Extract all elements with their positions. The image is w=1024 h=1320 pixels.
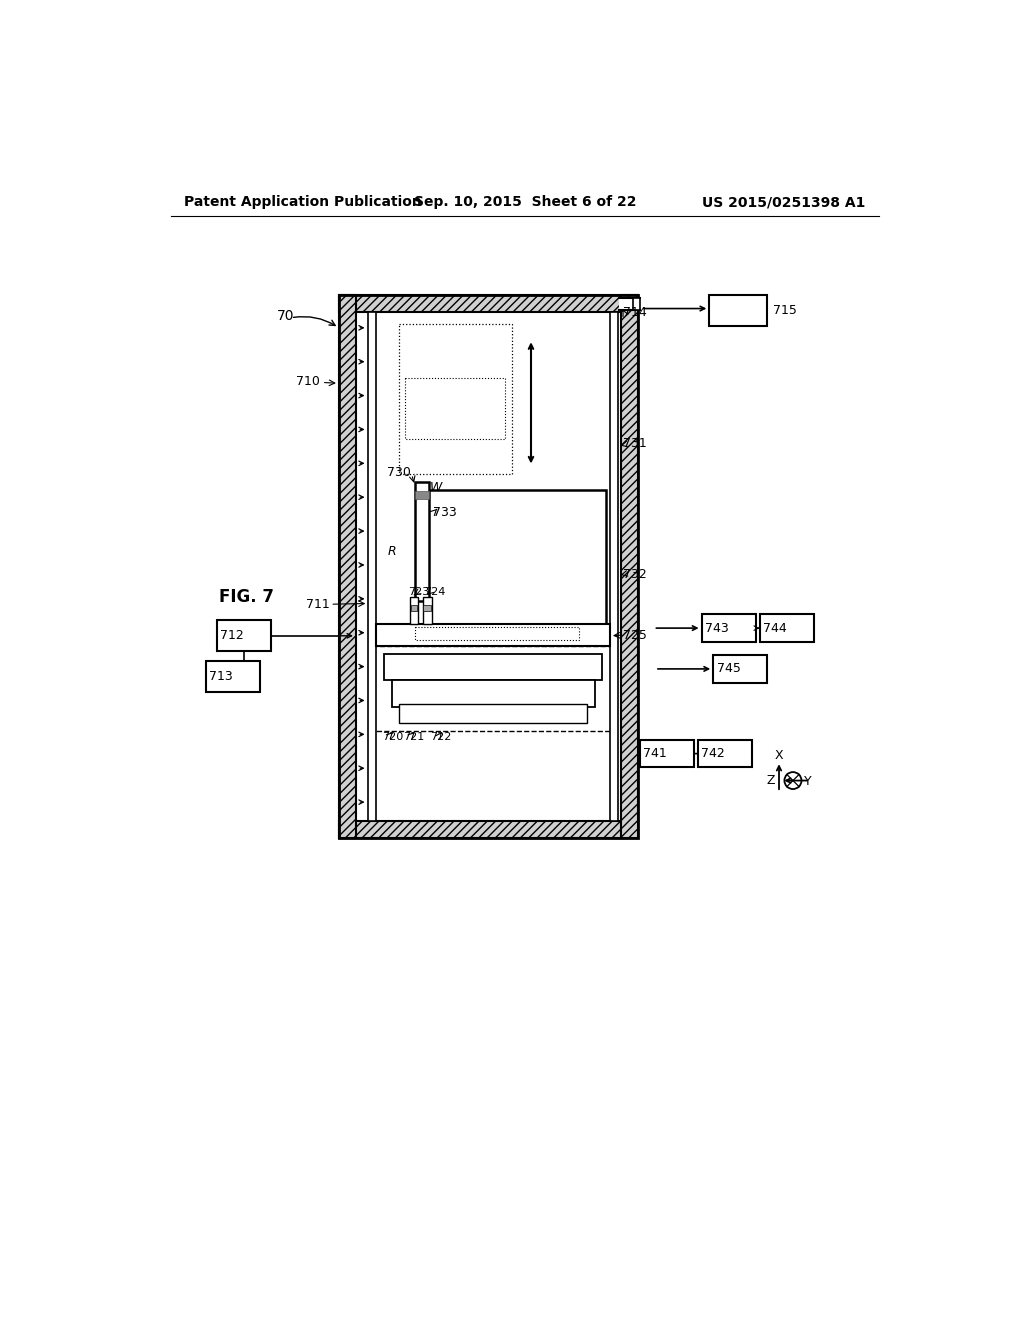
Bar <box>376 624 610 645</box>
Text: 722: 722 <box>430 731 452 742</box>
Text: 720: 720 <box>382 731 403 742</box>
Text: 723: 723 <box>409 587 430 597</box>
Bar <box>372 645 614 730</box>
Bar <box>369 313 376 821</box>
Text: 741: 741 <box>643 747 667 760</box>
Bar <box>339 821 638 838</box>
Text: 710: 710 <box>296 375 321 388</box>
Bar <box>406 378 506 440</box>
Text: 732: 732 <box>624 568 647 581</box>
Bar <box>339 296 638 313</box>
Bar <box>760 614 814 642</box>
Bar <box>697 739 752 767</box>
Bar <box>217 620 271 651</box>
Bar <box>206 661 260 692</box>
Bar <box>339 296 638 837</box>
Text: 730: 730 <box>387 466 411 479</box>
Text: 711: 711 <box>306 598 330 611</box>
Bar <box>610 313 617 821</box>
Text: R: R <box>388 545 396 557</box>
Bar <box>415 491 429 499</box>
Bar <box>399 704 587 723</box>
Text: 725: 725 <box>624 628 647 642</box>
Text: FIG. 7: FIG. 7 <box>219 589 274 606</box>
Text: Z: Z <box>767 774 775 787</box>
Text: 714: 714 <box>624 306 647 319</box>
Bar <box>415 627 579 640</box>
Bar <box>701 614 756 642</box>
Text: 713: 713 <box>209 671 232 684</box>
Bar <box>620 298 640 310</box>
Text: 70: 70 <box>276 309 294 323</box>
Text: 715: 715 <box>773 305 797 317</box>
Text: Sep. 10, 2015  Sheet 6 of 22: Sep. 10, 2015 Sheet 6 of 22 <box>414 195 636 210</box>
Text: 733: 733 <box>433 506 457 519</box>
Bar <box>391 681 595 708</box>
Bar <box>710 296 767 326</box>
Bar <box>713 655 767 682</box>
Bar <box>384 653 602 681</box>
Bar <box>415 482 429 601</box>
Bar <box>411 605 417 611</box>
Bar <box>640 739 693 767</box>
Bar <box>356 313 621 821</box>
Bar <box>423 605 431 611</box>
Text: Patent Application Publication: Patent Application Publication <box>183 195 422 210</box>
Text: 712: 712 <box>220 630 244 643</box>
Text: 742: 742 <box>701 747 725 760</box>
Text: 745: 745 <box>717 663 741 676</box>
Bar <box>426 490 606 624</box>
Text: 744: 744 <box>764 622 787 635</box>
Text: 721: 721 <box>403 731 424 742</box>
Text: W: W <box>430 482 442 495</box>
Bar <box>423 597 432 624</box>
Text: X: X <box>775 750 783 763</box>
Text: Y: Y <box>804 775 811 788</box>
Bar <box>399 323 512 474</box>
Text: 731: 731 <box>624 437 647 450</box>
Bar <box>633 298 640 310</box>
Bar <box>339 296 356 837</box>
Bar <box>410 597 418 624</box>
Text: 724: 724 <box>424 587 445 597</box>
Text: US 2015/0251398 A1: US 2015/0251398 A1 <box>702 195 866 210</box>
Bar <box>621 296 638 837</box>
Text: 743: 743 <box>706 622 729 635</box>
